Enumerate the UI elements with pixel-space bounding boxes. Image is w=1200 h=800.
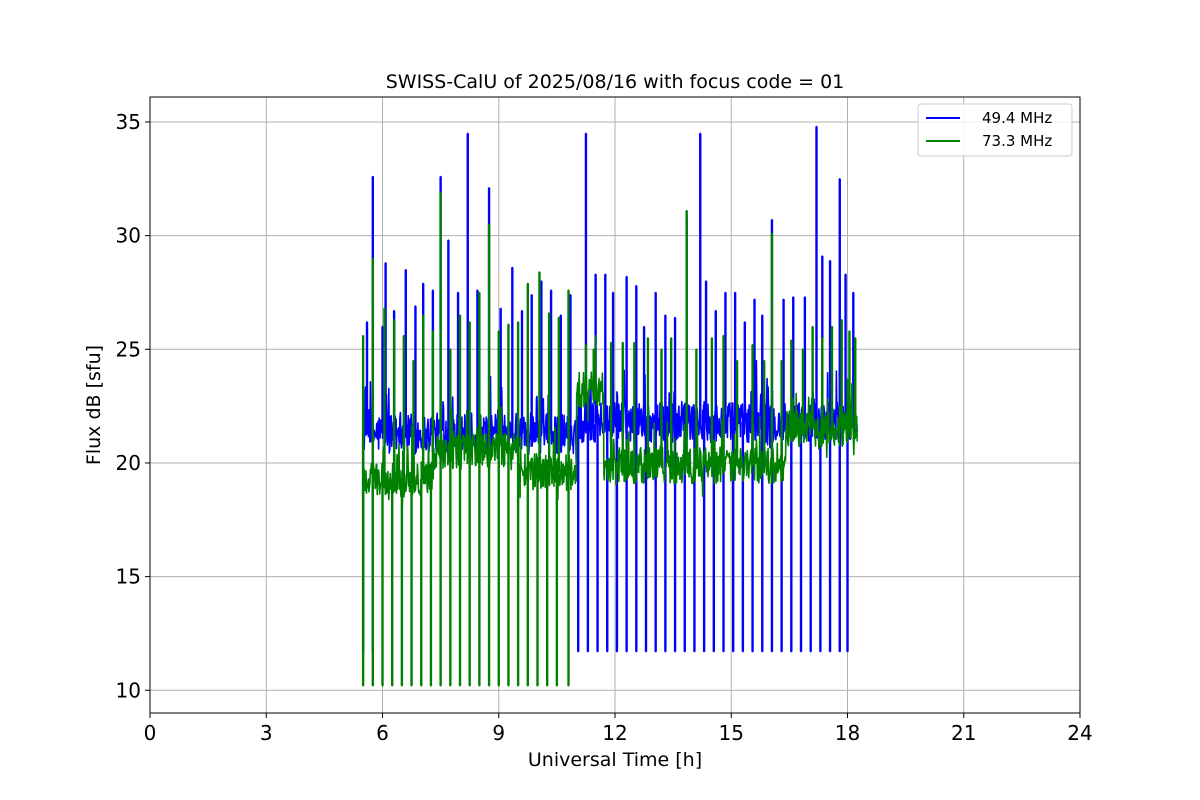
y-tick-label: 30 <box>116 224 141 248</box>
y-tick-label: 35 <box>116 110 141 134</box>
y-tick-label: 25 <box>116 337 141 361</box>
x-tick-label: 3 <box>260 721 273 745</box>
x-tick-label: 15 <box>719 721 744 745</box>
x-tick-label: 9 <box>492 721 505 745</box>
x-axis-label: Universal Time [h] <box>528 749 702 771</box>
x-tick-label: 6 <box>376 721 389 745</box>
legend-label-49-4-mhz: 49.4 MHz <box>982 109 1052 127</box>
y-tick-label: 10 <box>116 678 141 702</box>
plot-series <box>361 125 858 687</box>
x-tick-label: 24 <box>1067 721 1092 745</box>
legend-label-73-3-mhz: 73.3 MHz <box>982 132 1052 150</box>
axis-ticks: 0 3 6 9 12 15 18 21 24 10 15 20 25 30 35 <box>116 110 1093 745</box>
chart-title: SWISS-CalU of 2025/08/16 with focus code… <box>386 71 845 93</box>
y-tick-label: 15 <box>116 565 141 589</box>
legend: 49.4 MHz 73.3 MHz <box>917 103 1073 157</box>
x-tick-label: 18 <box>835 721 860 745</box>
x-tick-label: 21 <box>951 721 976 745</box>
x-tick-label: 0 <box>144 721 157 745</box>
y-tick-label: 20 <box>116 451 141 475</box>
x-tick-label: 12 <box>602 721 627 745</box>
y-axis-label: Flux dB [sfu] <box>83 345 105 465</box>
